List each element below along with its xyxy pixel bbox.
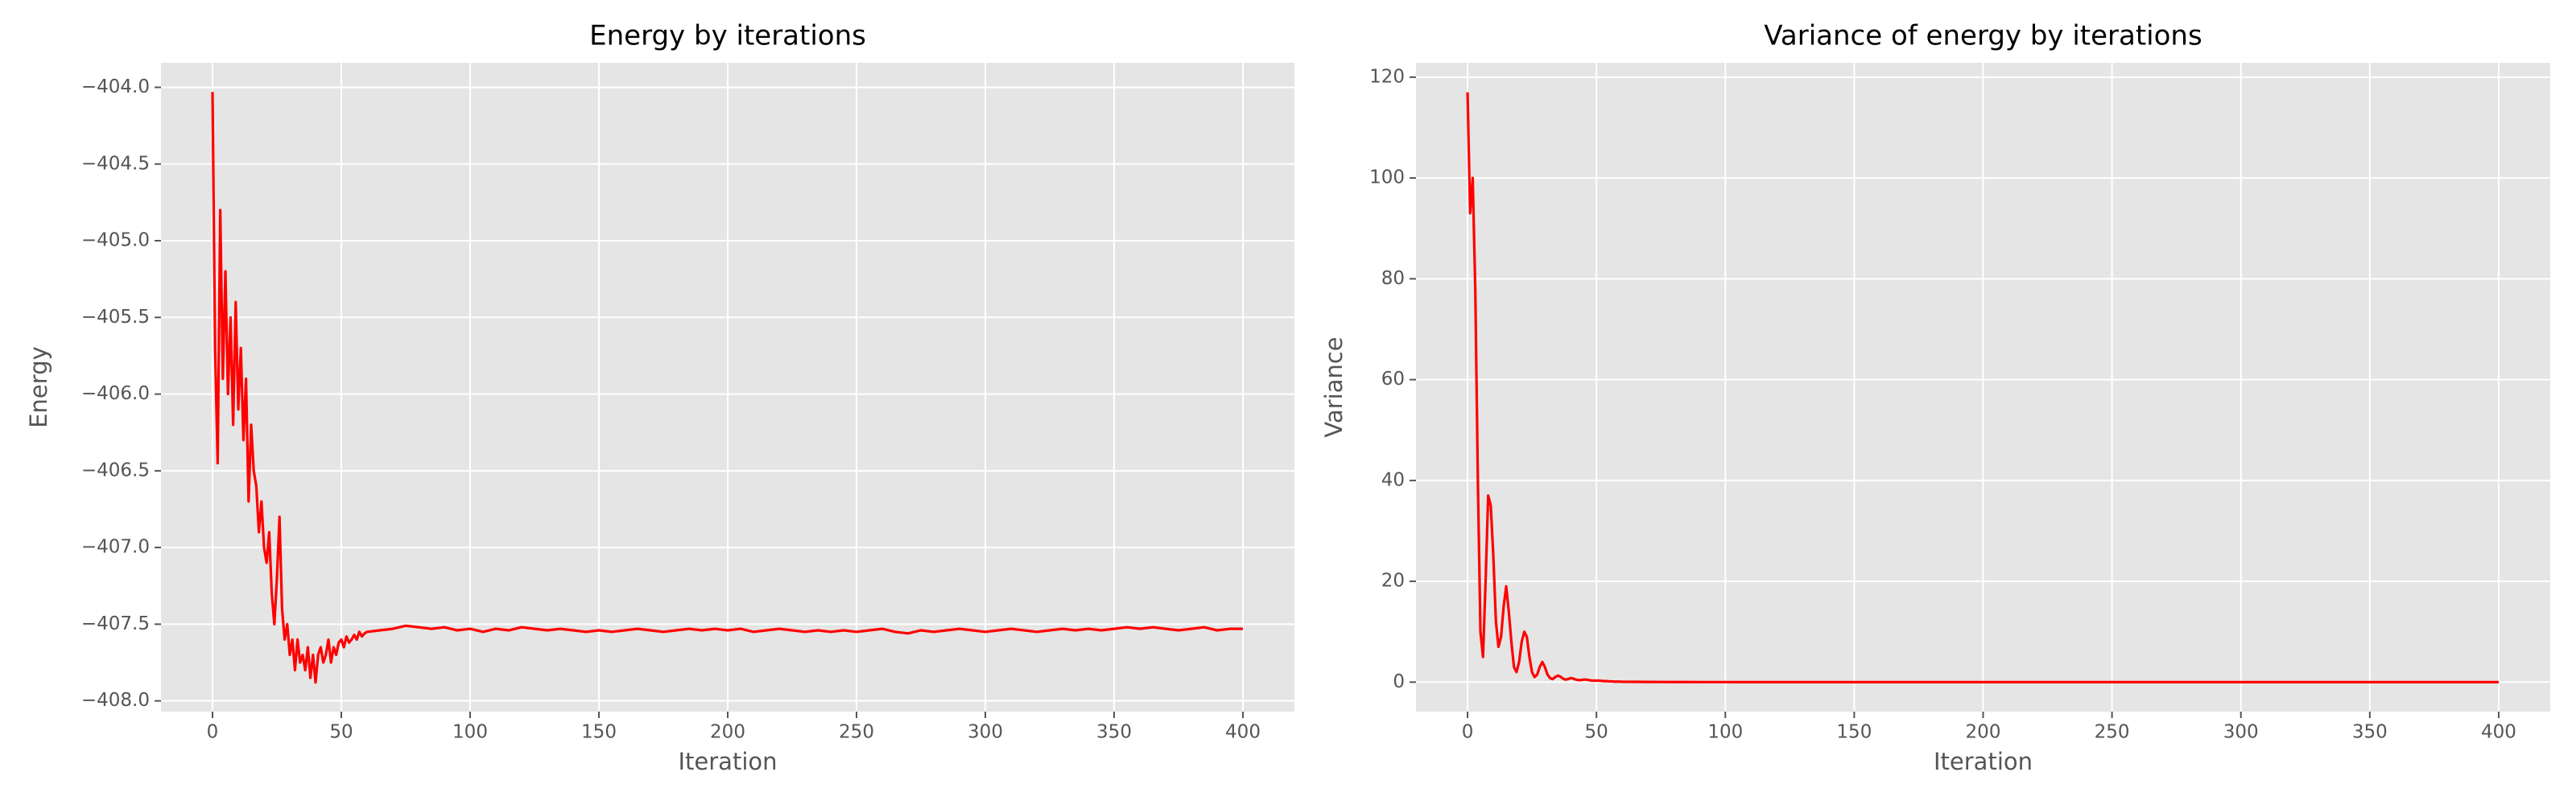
x-tick-label: 400: [2481, 722, 2516, 743]
x-tick-label: 150: [1836, 722, 1872, 743]
x-tick-label: 250: [839, 722, 874, 743]
x-axis-label: Iteration: [678, 748, 777, 775]
x-tick-label: 0: [1462, 722, 1474, 743]
y-tick-label: −404.0: [81, 76, 150, 97]
x-tick-label: 400: [1225, 722, 1261, 743]
y-tick-label: −405.5: [81, 307, 150, 328]
y-tick-label: 120: [1369, 66, 1405, 87]
y-tick-label: 40: [1381, 469, 1405, 490]
y-axis-label: Energy: [25, 346, 52, 428]
x-tick-label: 350: [1096, 722, 1132, 743]
x-tick-label: 300: [2223, 722, 2259, 743]
x-tick-label: 200: [710, 722, 745, 743]
y-tick-label: 20: [1381, 571, 1405, 592]
x-tick-label: 200: [1966, 722, 2001, 743]
x-tick-label: 250: [2095, 722, 2130, 743]
x-tick-label: 0: [207, 722, 219, 743]
y-tick-label: −408.0: [81, 690, 150, 711]
y-tick-label: −405.0: [81, 230, 150, 251]
y-tick-label: 0: [1393, 671, 1405, 692]
energy-line: [211, 92, 1243, 684]
x-tick-label: 350: [2352, 722, 2388, 743]
y-tick-label: −407.5: [81, 613, 150, 634]
energy-line: [1466, 92, 2499, 683]
y-tick-label: −406.0: [81, 383, 150, 404]
x-tick-label: 50: [329, 722, 353, 743]
x-tick-label: 100: [452, 722, 488, 743]
y-tick-label: 80: [1381, 268, 1405, 289]
y-tick-label: −407.0: [81, 537, 150, 558]
y-tick-label: 60: [1381, 369, 1405, 390]
y-tick-label: −404.5: [81, 153, 150, 174]
x-tick-label: 150: [581, 722, 617, 743]
x-tick-label: 50: [1585, 722, 1608, 743]
y-tick-label: 100: [1369, 167, 1405, 188]
x-tick-label: 100: [1707, 722, 1743, 743]
y-axis-label: Variance: [1320, 336, 1348, 437]
x-axis-label: Iteration: [1934, 748, 2033, 775]
y-tick-label: −406.5: [81, 460, 150, 481]
x-tick-label: 300: [968, 722, 1003, 743]
chart-title: Variance of energy by iterations: [1764, 20, 2202, 52]
chart-title: Energy by iterations: [589, 20, 866, 52]
